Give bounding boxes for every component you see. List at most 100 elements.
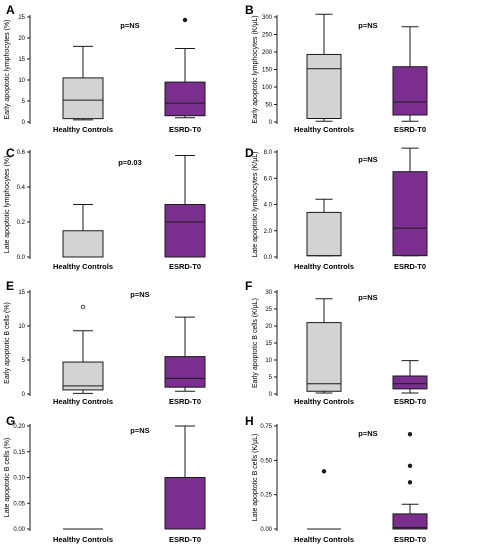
y-tick-label: 0.20	[13, 424, 25, 430]
category-label-esrd-t0: ESRD-T0	[169, 535, 201, 544]
panel-d: D 0.0 2.0 4.0 6.0 8.0 Late apoptotic lymphocyt…	[245, 146, 428, 271]
y-axis-label: Early apoptotic lymphocytes (K/µL)	[252, 15, 259, 123]
box-esrd-t0	[164, 316, 206, 392]
iqr-box	[392, 171, 428, 257]
y-tick-label: 0.25	[260, 493, 272, 499]
iqr-box	[392, 375, 428, 390]
panel-letter: A	[6, 3, 15, 17]
iqr-box	[392, 66, 428, 116]
y-tick-label: 300	[262, 15, 273, 21]
y-tick-label: 20	[265, 324, 272, 330]
panel-g: G 0.00 0.05 0.10 0.15 0.20 Late apoptotic B ce…	[4, 414, 206, 544]
y-tick-label: 100	[262, 85, 273, 91]
y-tick-label: 15	[265, 341, 272, 347]
category-label-healthy-controls: Healthy Controls	[294, 535, 354, 544]
box-healthy-controls	[306, 13, 342, 122]
iqr-box	[306, 53, 342, 120]
y-tick-label: 0	[22, 392, 26, 398]
panel-e: E 0 5 10 15 Early apoptotic B cells (%) p=NS He…	[4, 279, 206, 406]
y-tick-label: 50	[265, 103, 272, 109]
y-tick-label: 200	[262, 50, 273, 56]
y-tick-label: 0.50	[260, 458, 272, 464]
y-tick-label: 150	[262, 68, 273, 74]
iqr-box	[164, 356, 206, 388]
category-label-esrd-t0: ESRD-T0	[169, 125, 201, 134]
y-tick-label: 0.2	[17, 220, 26, 226]
category-label-healthy-controls: Healthy Controls	[53, 125, 113, 134]
iqr-box	[392, 513, 428, 530]
box-esrd-t0	[392, 432, 428, 530]
iqr-box	[164, 477, 206, 530]
box-healthy-controls	[62, 304, 104, 394]
y-tick-label: 2.0	[264, 229, 273, 235]
p-value-label: p=NS	[358, 293, 377, 302]
y-tick-label: 25	[18, 15, 25, 21]
p-value-label: p=NS	[358, 155, 377, 164]
box-esrd-t0	[164, 17, 206, 119]
category-label-healthy-controls: Healthy Controls	[53, 535, 113, 544]
y-tick-label: 10	[18, 78, 25, 84]
y-axis-label: Early apoptotic lymphocytes (%)	[4, 20, 11, 120]
box-esrd-t0	[164, 425, 206, 530]
category-label-esrd-t0: ESRD-T0	[169, 397, 201, 406]
y-tick-label: 0.05	[13, 501, 25, 507]
y-tick-label: 20	[18, 36, 25, 42]
y-tick-label: 5	[269, 375, 273, 381]
y-axis-label: Late apoptotic lymphocytes (K/µL)	[252, 152, 259, 258]
y-tick-label: 5	[22, 358, 26, 364]
panel-letter: B	[245, 3, 254, 17]
y-tick-label: 0.00	[13, 527, 25, 533]
box-esrd-t0	[392, 26, 428, 122]
y-tick-label: 15	[18, 290, 25, 296]
outlier-point	[182, 17, 188, 23]
y-tick-label: 0.10	[13, 476, 25, 482]
box-healthy-controls	[62, 204, 104, 258]
box-esrd-t0	[392, 360, 428, 394]
panel-letter: C	[6, 146, 15, 160]
y-tick-label: 6.0	[264, 176, 273, 182]
p-value-label: p=NS	[120, 21, 139, 30]
p-value-label: p=NS	[358, 429, 377, 438]
y-tick-label: 15	[18, 57, 25, 63]
y-axis-label: Late apoptotic B cells (%)	[4, 438, 11, 517]
y-tick-label: 5	[22, 99, 26, 105]
y-axis-label: Early apoptotic B cells (K/µL)	[252, 298, 259, 388]
iqr-box	[62, 230, 104, 258]
p-value-label: p=NS	[130, 426, 149, 435]
iqr-box	[306, 211, 342, 257]
y-axis-label: Late apoptotic lymphocytes (%)	[4, 156, 11, 254]
box-healthy-controls	[306, 298, 342, 394]
category-label-esrd-t0: ESRD-T0	[394, 397, 426, 406]
y-tick-label: 0.0	[17, 255, 26, 261]
category-label-esrd-t0: ESRD-T0	[394, 535, 426, 544]
category-label-esrd-t0: ESRD-T0	[394, 262, 426, 271]
y-tick-label: 0.75	[260, 424, 272, 430]
y-tick-label: 8.0	[264, 150, 273, 156]
y-tick-label: 0	[22, 120, 26, 126]
category-label-healthy-controls: Healthy Controls	[294, 397, 354, 406]
box-healthy-controls	[306, 198, 342, 257]
outlier-point	[80, 304, 86, 310]
panel-letter: H	[245, 414, 254, 428]
outlier-point	[321, 469, 327, 474]
category-label-esrd-t0: ESRD-T0	[169, 262, 201, 271]
category-label-healthy-controls: Healthy Controls	[53, 397, 113, 406]
y-tick-label: 0	[269, 120, 273, 126]
iqr-box	[164, 204, 206, 258]
category-label-esrd-t0: ESRD-T0	[394, 125, 426, 134]
y-tick-label: 0.00	[260, 527, 272, 533]
iqr-box	[164, 81, 206, 117]
p-value-label: p=NS	[130, 290, 149, 299]
outlier-point	[407, 480, 413, 485]
y-tick-label: 10	[18, 324, 25, 330]
y-tick-label: 0.6	[17, 150, 26, 156]
y-tick-label: 0.4	[17, 185, 26, 191]
y-tick-label: 0	[269, 392, 273, 398]
y-tick-label: 30	[265, 290, 272, 296]
y-tick-label: 0.15	[13, 450, 25, 456]
box-healthy-controls	[307, 469, 341, 530]
y-axis-label: Early apoptotic B cells (%)	[4, 302, 11, 384]
box-esrd-t0	[392, 147, 428, 257]
